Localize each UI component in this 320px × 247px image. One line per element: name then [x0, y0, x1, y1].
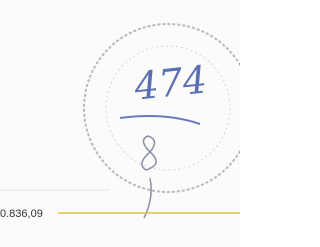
handwritten-number: 474 — [131, 57, 209, 108]
scan: 474 0.836,09 — [0, 0, 240, 247]
amount: 0.836,09 — [0, 208, 43, 220]
underline — [120, 116, 200, 124]
stamp-ring — [84, 24, 240, 192]
scanned-document: 474 0.836,09 — [0, 0, 240, 247]
handwritten-scribble — [142, 136, 156, 218]
